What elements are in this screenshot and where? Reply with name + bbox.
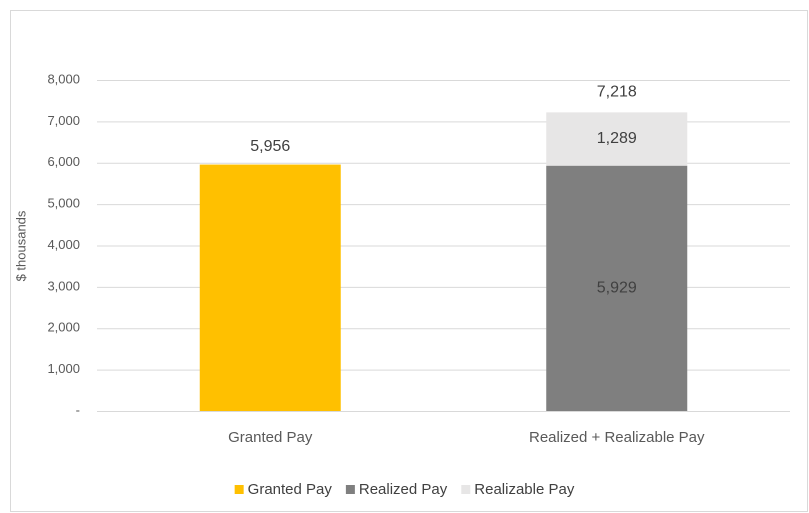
y-tick-label: 3,000 (47, 278, 80, 293)
y-tick-label: 8,000 (47, 71, 80, 86)
legend-label: Granted Pay (248, 481, 333, 498)
data-label: 1,289 (597, 130, 637, 147)
total-label: 7,218 (597, 84, 637, 101)
y-tick-label: 5,000 (47, 196, 80, 211)
y-tick-label: 4,000 (47, 237, 80, 252)
x-tick-label: Granted Pay (228, 429, 313, 446)
y-tick-label: 7,000 (47, 113, 80, 128)
y-axis-label: $ thousands (13, 210, 28, 281)
data-label: 5,929 (597, 280, 637, 297)
y-tick-label: - (76, 402, 80, 417)
legend-label: Realized Pay (359, 481, 448, 498)
legend-swatch (234, 485, 244, 494)
data-label: 5,956 (250, 138, 290, 155)
legend-swatch (461, 485, 471, 494)
x-tick-label: Realized + Realizable Pay (529, 429, 705, 446)
legend-swatch (345, 485, 355, 494)
bar-segment (546, 112, 688, 166)
y-tick-label: 1,000 (47, 361, 80, 376)
legend-label: Realizable Pay (474, 481, 575, 498)
y-tick-label: 6,000 (47, 154, 80, 169)
y-tick-label: 2,000 (47, 320, 80, 335)
bar-segment (546, 165, 688, 411)
bar-segment (199, 164, 341, 411)
